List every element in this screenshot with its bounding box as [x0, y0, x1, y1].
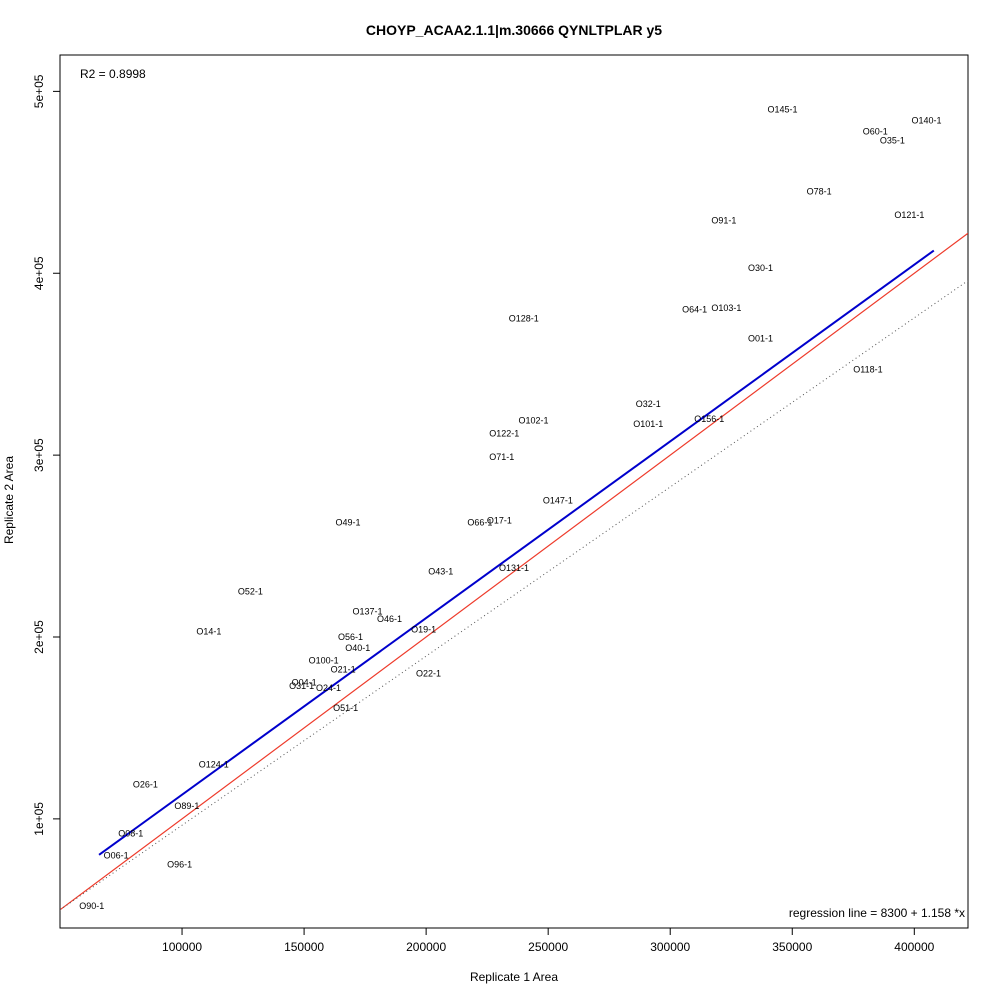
point-label: O91-1: [711, 216, 736, 226]
y-tick-label: 1e+05: [32, 802, 46, 836]
plot-area: 100000 150000 200000 250000 300000 350000 4000…: [32, 54, 969, 954]
point-label: O71-1: [489, 452, 514, 462]
point-label: O43-1: [428, 567, 453, 577]
x-tick-label: 200000: [406, 940, 446, 954]
point-label: O137-1: [353, 607, 383, 617]
point-label: O49-1: [336, 517, 361, 527]
point-label: O140-1: [911, 115, 941, 125]
y-tick-label: 4e+05: [32, 256, 46, 290]
point-label: O90-1: [79, 901, 104, 911]
point-label: O60-1: [863, 126, 888, 136]
point-label: O96-1: [167, 859, 192, 869]
x-tick-label: 400000: [894, 940, 934, 954]
point-label: O19-1: [411, 625, 436, 635]
x-tick-label: 250000: [528, 940, 568, 954]
x-tick-label: 150000: [284, 940, 324, 954]
point-label: O06-1: [104, 850, 129, 860]
point-label: O24-1: [316, 683, 341, 693]
point-label: O128-1: [509, 314, 539, 324]
identity-line: [60, 232, 968, 911]
point-label: O30-1: [748, 263, 773, 273]
point-label: O89-1: [174, 801, 199, 811]
point-label: O40-1: [345, 643, 370, 653]
point-label: O64-1: [682, 305, 707, 315]
point-label: O124-1: [199, 759, 229, 769]
x-tick-label: 350000: [772, 940, 812, 954]
regression-line: [98, 249, 935, 856]
x-tick-label: 300000: [650, 940, 690, 954]
point-label: O156-1: [694, 414, 724, 424]
point-label: O46-1: [377, 614, 402, 624]
point-label: O52-1: [238, 587, 263, 597]
point-label: O78-1: [807, 186, 832, 196]
y-axis-label: Replicate 2 Area: [2, 456, 16, 544]
point-label: O121-1: [894, 210, 924, 220]
point-label: O131-1: [499, 563, 529, 573]
point-label: O22-1: [416, 668, 441, 678]
point-label: O32-1: [636, 399, 661, 409]
point-label: O26-1: [133, 779, 158, 789]
point-label: O01-1: [748, 334, 773, 344]
point-label: O21-1: [331, 665, 356, 675]
point-label: O08-1: [118, 828, 143, 838]
point-label: O103-1: [711, 303, 741, 313]
point-label: O122-1: [489, 428, 519, 438]
point-label: O147-1: [543, 496, 573, 506]
point-label: O31-1: [289, 681, 314, 691]
point-label: O100-1: [309, 656, 339, 666]
y-tick-label: 3e+05: [32, 438, 46, 472]
y-tick-label: 5e+05: [32, 74, 46, 108]
y-tick-label: 2e+05: [32, 620, 46, 654]
point-label: O14-1: [196, 627, 221, 637]
dotted-line: [60, 280, 968, 911]
plot-frame: [59, 54, 969, 929]
point-label: O56-1: [338, 632, 363, 642]
r2-annotation: R2 = 0.8998: [80, 67, 146, 81]
point-label: O51-1: [333, 703, 358, 713]
chart-title: CHOYP_ACAA2.1.1|m.30666 QYNLTPLAR y5: [366, 22, 662, 38]
point-label: O118-1: [853, 365, 882, 375]
x-tick-label: 100000: [162, 940, 202, 954]
x-axis-label: Replicate 1 Area: [470, 970, 558, 984]
point-label: O17-1: [487, 516, 512, 526]
point-label: O102-1: [519, 416, 549, 426]
point-label: O145-1: [767, 105, 797, 115]
regression-annotation: regression line = 8300 + 1.158 *x: [789, 906, 965, 920]
point-label: O35-1: [880, 135, 905, 145]
point-label: O66-1: [467, 517, 492, 527]
point-label: O101-1: [633, 419, 663, 429]
reference-lines: [60, 232, 968, 911]
point-label: O04-1: [292, 677, 317, 687]
